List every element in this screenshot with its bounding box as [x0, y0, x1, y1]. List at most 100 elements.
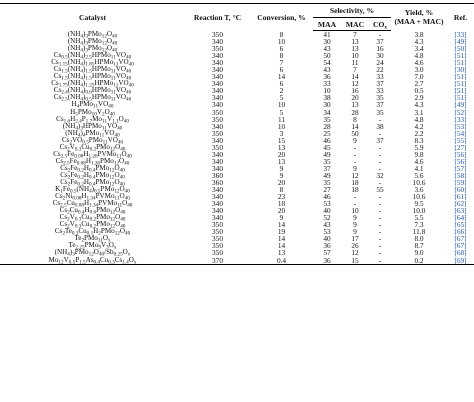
cell-yield: 2.2: [414, 129, 424, 137]
cell-catalyst: (NH4)3HPMo11VO40: [0, 123, 185, 130]
cell-ref[interactable]: [57]: [454, 164, 467, 172]
cell-conversion: 9: [279, 164, 284, 172]
table-header: Catalyst Reaction T, °C Conversion, % Se…: [0, 3, 474, 31]
formula-text: O: [128, 256, 134, 264]
cell-cox: -: [378, 150, 382, 158]
formula-subscript: 40: [126, 153, 132, 158]
cell-ref[interactable]: [52]: [454, 108, 467, 116]
cell-ref[interactable]: [51]: [454, 87, 467, 95]
cell-cox: -: [378, 164, 382, 172]
formula-text: Cu: [81, 143, 90, 151]
cell-ref[interactable]: [53]: [454, 122, 467, 130]
cell-cox: 37: [376, 136, 384, 144]
cell-ref[interactable]: [51]: [454, 80, 467, 88]
cell-reaction-temperature: 340: [212, 157, 223, 165]
cell-ref[interactable]: [59]: [454, 178, 467, 187]
formula-text: O: [122, 249, 128, 257]
cell-conversion: 11: [277, 115, 286, 123]
cell-ref[interactable]: [66]: [454, 228, 467, 236]
formula-subscript: 4: [80, 54, 83, 60]
cell-catalyst: Mo12V0.5P1.5As0.4Cu0.3Cs1.4Ox: [0, 256, 185, 265]
cell-ref[interactable]: [69]: [447, 256, 474, 265]
cell-cox: 55: [376, 186, 384, 194]
cell-ref[interactable]: [51]: [454, 73, 467, 81]
formula-text: PMo: [100, 228, 115, 236]
cell-ref[interactable]: [67]: [454, 235, 467, 243]
cell-maa: 33: [323, 80, 331, 88]
cell-ref[interactable]: [64]: [454, 214, 467, 222]
formula-text: (NH: [67, 45, 81, 53]
cell-ref[interactable]: [56]: [454, 150, 467, 158]
formula-text: Cs: [60, 164, 68, 172]
cell-ref[interactable]: [51]: [454, 94, 467, 102]
formula-subscript: 12: [114, 188, 120, 194]
cell-maa: 46: [323, 193, 331, 201]
formula-subscript: 2.5: [85, 54, 92, 60]
formula-subscript: 40: [120, 209, 126, 215]
cell-ref[interactable]: [33]: [454, 115, 467, 123]
cell-ref[interactable]: [63]: [454, 207, 467, 215]
formula-text: PMo: [85, 129, 100, 137]
cell-ref[interactable]: [30]: [454, 66, 467, 74]
formula-text: Cs: [55, 157, 64, 165]
cell-maa: 36: [323, 242, 331, 250]
formula-text: HPMo: [82, 122, 102, 130]
cell-ref[interactable]: [58]: [454, 171, 467, 179]
formula-text: O: [115, 214, 121, 222]
cell-ref[interactable]: [49]: [454, 101, 467, 109]
cell-maa: 40: [323, 207, 331, 215]
formula-text: PMo: [87, 45, 102, 53]
cell-ref[interactable]: [51]: [454, 59, 467, 67]
cell-conversion: 5: [279, 108, 284, 116]
header-cox-main: CO: [373, 19, 385, 29]
cell-cox: -: [378, 178, 382, 187]
header-cox: COx: [369, 17, 391, 31]
cell-ref[interactable]: [54]: [454, 129, 467, 137]
cell-ref[interactable]: [62]: [454, 200, 467, 208]
cell-mac: 15: [341, 256, 369, 265]
formula-subscript: 12: [88, 251, 94, 257]
formula-subscript: 0.4: [89, 174, 96, 179]
cell-catalyst: Cs2Fe0.2H0.4PMo12O40: [0, 179, 185, 186]
cell-yield: 0.5: [414, 87, 424, 95]
cell-yield: 8.7: [414, 242, 424, 250]
cell-ref[interactable]: [55]: [454, 136, 467, 144]
formula-text: VO: [115, 94, 127, 102]
formula-subscript: 11: [99, 132, 105, 137]
formula-subscript: 0.4: [89, 181, 96, 187]
header-yield: Yield, % (MAA + MAC): [391, 3, 447, 31]
formula-text: (NH: [67, 87, 81, 95]
cell-ref[interactable]: [65]: [454, 221, 467, 229]
formula-text: Cs: [53, 52, 62, 60]
cell-ref[interactable]: [51]: [454, 52, 467, 60]
formula-subscript: 2.5: [60, 153, 68, 158]
cell-ref[interactable]: [61]: [454, 193, 467, 201]
cell-ref[interactable]: [68]: [454, 249, 467, 257]
cell-ref[interactable]: [50]: [454, 45, 467, 53]
cell-ref[interactable]: [60]: [454, 186, 467, 194]
formula-text: Cu: [100, 256, 109, 264]
formula-subscript: 3: [85, 40, 88, 46]
cell-yield: 10.0: [412, 207, 426, 215]
cell-ref[interactable]: [67]: [454, 242, 467, 250]
formula-text: PVMo: [97, 150, 117, 158]
cell-ref[interactable]: [56]: [454, 157, 467, 165]
formula-subscript: 0.08: [76, 160, 86, 165]
formula-text: (NH: [76, 186, 90, 194]
cell-ref[interactable]: [49]: [454, 38, 467, 46]
formula-text: Cs: [59, 207, 68, 215]
formula-text: (NH: [65, 129, 78, 137]
formula-subscript: 40: [128, 82, 134, 88]
formula-subscript: 4: [76, 103, 80, 109]
cell-maa: 53: [323, 228, 331, 236]
formula-subscript: 11: [97, 237, 103, 243]
cell-ref[interactable]: [33]: [454, 30, 467, 39]
cell-ref[interactable]: [27]: [454, 143, 467, 151]
formula-text: PMo: [95, 171, 110, 179]
formula-text: Cs: [53, 66, 62, 74]
formula-subscript: 40: [117, 125, 123, 130]
formula-subscript: 40: [124, 188, 130, 194]
formula-text: (NH: [67, 59, 81, 67]
formula-text: H: [83, 200, 90, 208]
formula-text: H: [70, 115, 76, 123]
